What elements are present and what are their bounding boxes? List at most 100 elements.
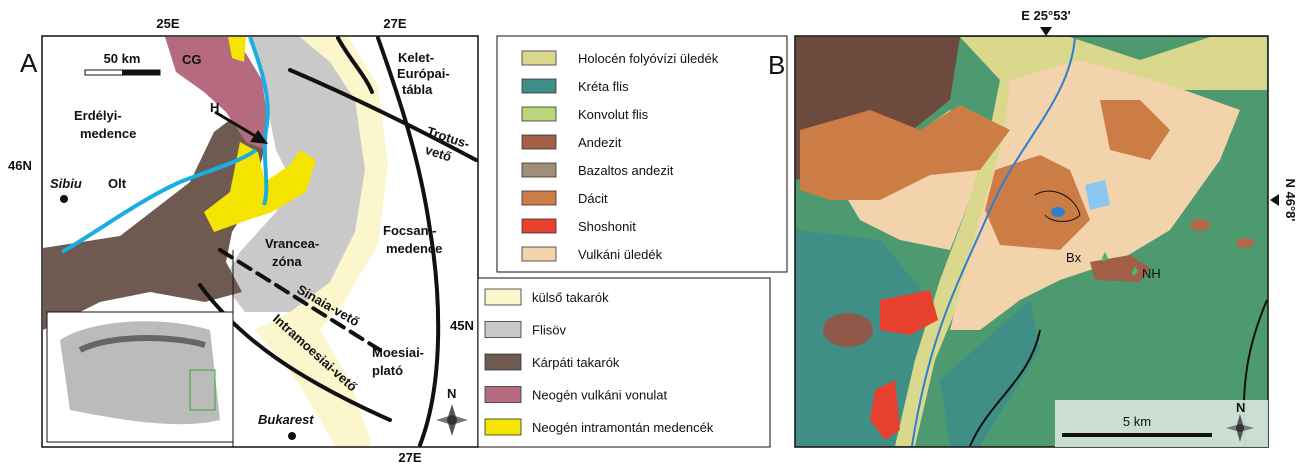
panel-label: A (20, 48, 38, 78)
arrow-head (250, 130, 268, 144)
legend-label: Flisöv (532, 323, 566, 338)
legend-swatch (521, 190, 557, 206)
site-marker (1102, 252, 1108, 262)
north-label: N (447, 386, 456, 401)
inset-box (189, 369, 216, 411)
coord-tick (1270, 194, 1279, 206)
scale-label: 5 km (1123, 414, 1151, 429)
legend-label: Kárpáti takarók (532, 355, 620, 370)
place-label: Vrancea-zóna (265, 236, 319, 269)
coord-tick (1040, 27, 1052, 36)
legend-swatch (521, 218, 557, 234)
river (248, 36, 270, 206)
north-label: N (1236, 400, 1245, 415)
dacite (1236, 238, 1254, 248)
place-label: NH (1142, 266, 1161, 281)
fault (288, 68, 478, 162)
coord-label: 25E (156, 16, 179, 31)
fault (969, 329, 1041, 447)
place-label: Focsani-medence (383, 223, 442, 256)
city (60, 195, 68, 203)
legend-label: Neogén vulkáni vonulat (532, 388, 668, 403)
legend-label: Vulkáni üledék (578, 247, 663, 262)
place-label: CG (182, 52, 202, 67)
scale-box (1055, 400, 1268, 447)
fault (376, 36, 441, 447)
legend-swatch (521, 50, 557, 66)
fault (198, 283, 392, 422)
place-label: H (210, 100, 219, 115)
dacite (1190, 219, 1210, 231)
legend-swatch (521, 106, 557, 122)
legend-swatch (484, 321, 522, 338)
coord-label: E 25°53' (1021, 8, 1071, 23)
arrow (214, 110, 263, 142)
north-arrow (436, 404, 468, 436)
legend-b-items: Holocén folyóvízi üledék Kréta flis Konvol… (521, 50, 719, 262)
place-label: Sibiu (50, 176, 82, 191)
place-label: Kelet-Európai-tábla (397, 50, 450, 97)
shoshonite (870, 380, 900, 440)
lake (1085, 180, 1110, 210)
outer-nappes (255, 37, 388, 446)
place-label: Erdélyi-medence (74, 108, 136, 141)
legend-swatch (484, 418, 522, 436)
inset-carpathians (78, 335, 206, 353)
north-arrow (1226, 414, 1254, 442)
fault (218, 248, 382, 352)
andesite (1090, 255, 1150, 282)
legend-swatch (484, 386, 522, 403)
coord-label: 27E (398, 450, 421, 465)
crater-rim (1034, 190, 1081, 222)
legend-a-items: külső takarók Flisöv Kárpáti takarók Neogén… (484, 288, 714, 436)
place-label: Olt (108, 176, 127, 191)
dacite (985, 155, 1090, 250)
panel-label: B (768, 50, 785, 80)
scale-label: 50 km (104, 51, 141, 66)
legend-label: Dácit (578, 191, 608, 206)
dacite (1100, 100, 1170, 160)
scale-bar (122, 70, 160, 75)
legend-label: Kréta flis (578, 79, 629, 94)
neogene-volcanic (165, 37, 268, 150)
scale-bar (1062, 433, 1212, 437)
legend-label: külső takarók (532, 290, 609, 305)
legend-swatch (484, 288, 522, 306)
legend-b (496, 35, 788, 273)
legend-swatch (521, 246, 557, 262)
map-b: B E 25°53' N 46°8' Bx NH 5 km N (768, 8, 1298, 448)
site-marker (1132, 266, 1138, 276)
legend-label: Holocén folyóvízi üledék (578, 51, 719, 66)
coord-label: 45N (450, 318, 474, 333)
intramontane-basin (228, 37, 246, 62)
legend-swatch (521, 162, 557, 178)
legend-swatch (521, 78, 557, 94)
place-label: Moesiai-plató (372, 345, 424, 378)
coord-label: 27E (383, 16, 406, 31)
legend-swatch (484, 353, 522, 371)
map-a: A 25E 27E 27E 46N 45N 50 km CG H Erdélyi… (8, 16, 479, 465)
legend-a (477, 277, 771, 448)
legend-swatch (521, 134, 557, 150)
andesite (823, 313, 873, 347)
place-label: Bukarest (258, 412, 314, 427)
kreta-flis (940, 300, 1040, 446)
fault (336, 36, 374, 94)
coord-label: 46N (8, 158, 32, 173)
place-label: Bx (1066, 250, 1082, 265)
shoshonite (880, 290, 938, 335)
legend-label: Shoshonit (578, 219, 636, 234)
legend-label: Konvolut flis (578, 107, 649, 122)
dacite (800, 105, 1010, 200)
city (288, 432, 296, 440)
legend-label: Andezit (578, 135, 622, 150)
river (911, 36, 1076, 447)
intramontane-basin (204, 142, 316, 232)
carpathian-nappes (43, 106, 264, 330)
river-olt (60, 148, 258, 254)
coord-label: N 46°8' (1283, 179, 1298, 222)
legend-label: Neogén intramontán medencék (532, 420, 714, 435)
legend-label: Bazaltos andezit (578, 163, 674, 178)
inset-land (60, 321, 220, 425)
